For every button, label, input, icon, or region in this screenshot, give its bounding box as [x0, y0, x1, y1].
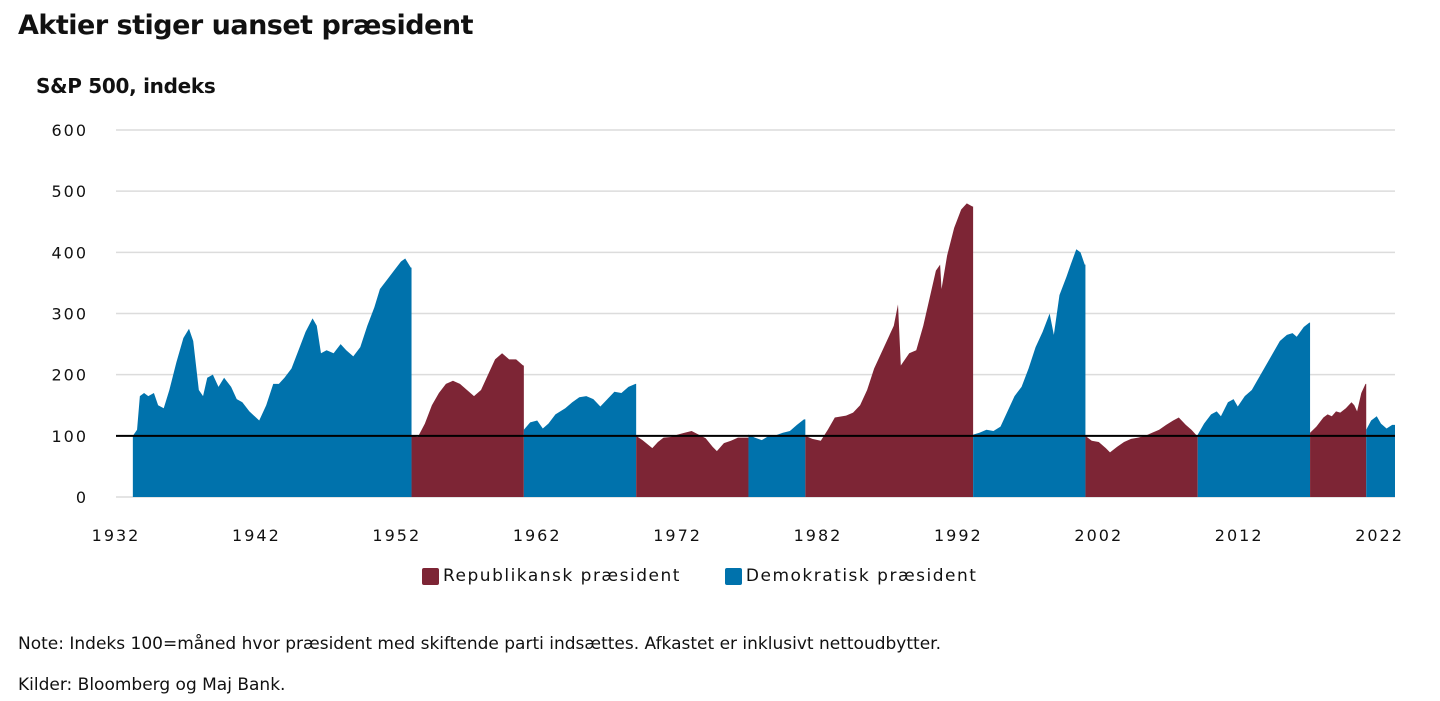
- y-tick-label: 400: [51, 243, 88, 262]
- chart-plot: 0 100 200 300 400 500 600 1932 1942 1952 1962 1972…: [51, 121, 1404, 545]
- y-tick-label: 200: [51, 366, 88, 385]
- y-axis-title: S&P 500, indeks: [36, 74, 216, 98]
- legend-label-democrat: Demokratisk præsident: [745, 566, 978, 586]
- area-republican-period: [805, 203, 974, 497]
- area-republican-period: [411, 353, 524, 497]
- x-tick-label: 1932: [92, 526, 141, 545]
- chart-note: Note: Indeks 100=måned hvor præsident me…: [18, 634, 941, 654]
- legend-swatch-democrat: [724, 567, 742, 585]
- area-democrat-period: [132, 258, 412, 497]
- legend: Republikansk præsident Demokratisk præsi…: [422, 566, 977, 586]
- legend-item-republican: Republikansk præsident: [422, 566, 681, 586]
- y-axis-ticks: 0 100 200 300 400 500 600: [51, 121, 88, 507]
- x-tick-label: 2022: [1355, 526, 1404, 545]
- legend-item-democrat: Demokratisk præsident: [724, 566, 978, 586]
- area-republican-period: [1085, 417, 1198, 497]
- x-tick-label: 1982: [794, 526, 843, 545]
- x-tick-label: 1952: [372, 526, 421, 545]
- chart-title: Aktier stiger uanset præsident: [18, 10, 474, 41]
- x-tick-label: 1992: [934, 526, 983, 545]
- y-tick-label: 0: [76, 488, 88, 507]
- x-tick-label: 1942: [232, 526, 281, 545]
- area-democrat-period: [1366, 416, 1395, 497]
- series-areas: [132, 203, 1395, 497]
- area-democrat-period: [748, 419, 806, 497]
- legend-swatch-republican: [422, 567, 439, 585]
- y-tick-label: 500: [51, 182, 88, 201]
- area-democrat-period: [973, 249, 1086, 497]
- x-tick-label: 1972: [653, 526, 702, 545]
- x-tick-label: 1962: [513, 526, 562, 545]
- legend-label-republican: Republikansk præsident: [443, 566, 681, 586]
- x-tick-label: 2012: [1215, 526, 1264, 545]
- chart-source: Kilder: Bloomberg og Maj Bank.: [18, 675, 286, 695]
- x-tick-label: 2002: [1074, 526, 1123, 545]
- y-tick-label: 100: [51, 427, 88, 446]
- x-axis-ticks: 1932 1942 1952 1962 1972 1982 1992 2002 2012 2022: [92, 526, 1404, 545]
- area-democrat-period: [523, 383, 637, 497]
- y-tick-label: 300: [51, 305, 88, 324]
- area-republican-period: [1310, 383, 1367, 497]
- area-democrat-period: [1197, 322, 1311, 497]
- y-tick-label: 600: [51, 121, 88, 140]
- area-republican-period: [636, 430, 749, 497]
